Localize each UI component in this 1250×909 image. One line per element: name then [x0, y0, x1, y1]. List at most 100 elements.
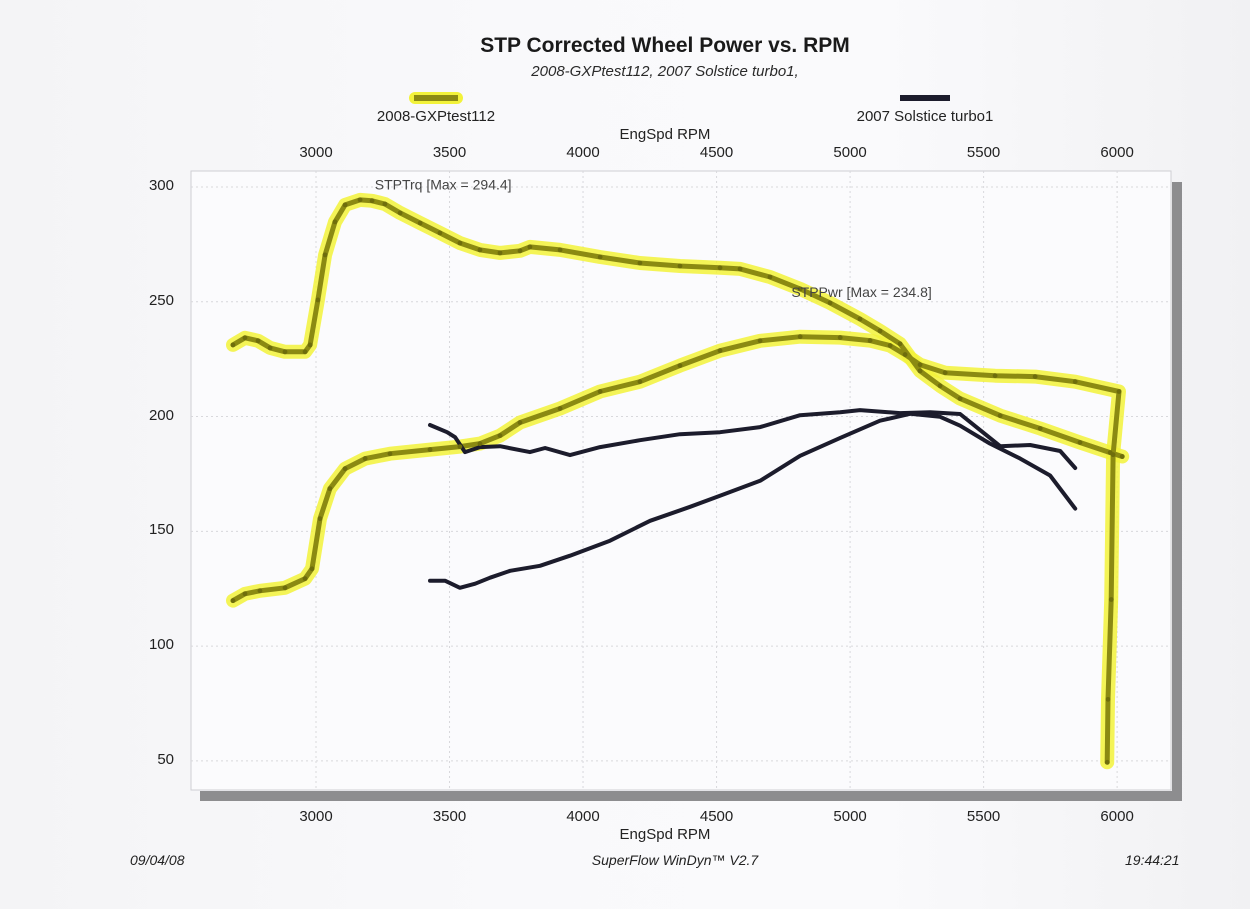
plot-shadow-right — [1172, 182, 1182, 801]
x-tick-label-bottom: 6000 — [1100, 808, 1134, 825]
x-tick-label-top: 6000 — [1100, 144, 1134, 161]
data-point — [302, 349, 308, 355]
y-tick-label: 100 — [148, 636, 174, 654]
x-tick-label-top: 5000 — [833, 144, 867, 161]
data-point — [342, 466, 348, 472]
data-point — [357, 197, 363, 203]
x-tick-label-top: 4500 — [699, 144, 734, 161]
series-line-2007-solstice-turbo1-stptrq — [428, 408, 1078, 470]
data-point — [902, 352, 908, 357]
x-tick-label-bottom: 3500 — [432, 808, 467, 825]
data-point — [837, 335, 843, 340]
data-point — [362, 456, 368, 461]
x-axis-title-bottom: EngSpd RPM — [619, 826, 711, 843]
data-point — [1105, 696, 1111, 702]
x-tick-label-top: 5500 — [966, 144, 1001, 161]
data-point — [677, 363, 683, 368]
x-tick-label-bottom: 5000 — [833, 808, 867, 825]
footer-software: SuperFlow WinDyn™ V2.7 — [591, 852, 759, 868]
chart-title: STP Corrected Wheel Power vs. RPM — [480, 34, 850, 57]
data-point — [917, 362, 923, 368]
legend-item-2007-solstice: 2007 Solstice turbo1 — [825, 90, 1025, 125]
data-point — [427, 447, 433, 453]
data-point — [857, 316, 863, 322]
x-tick-label-bottom: 4000 — [566, 808, 600, 825]
data-point — [1032, 374, 1038, 380]
annotation-label-0: STPTrq [Max = 294.4] — [375, 176, 512, 192]
x-tick-label-bottom: 4500 — [699, 808, 734, 825]
data-point — [437, 230, 443, 236]
data-point — [255, 338, 261, 344]
data-point — [887, 343, 893, 349]
chart-subtitle: 2008-GXPtest112, 2007 Solstice turbo1, — [531, 63, 799, 80]
data-point — [517, 420, 523, 425]
y-tick-label: 300 — [148, 177, 174, 194]
data-point — [717, 265, 723, 271]
data-point — [992, 373, 998, 379]
data-point — [827, 300, 833, 306]
legend-item-2008-gxptest112: 2008-GXPtest112 — [336, 90, 536, 125]
data-point — [517, 248, 523, 254]
data-point — [1108, 597, 1114, 602]
data-point — [917, 368, 923, 374]
data-point — [717, 348, 723, 354]
data-point — [677, 263, 683, 269]
data-point — [797, 334, 803, 340]
data-point — [557, 406, 563, 411]
data-point — [877, 328, 883, 334]
x-tick-label-top: 4000 — [566, 144, 600, 161]
data-point — [282, 585, 288, 591]
x-tick-label-top: 3500 — [432, 144, 467, 161]
data-point — [315, 297, 321, 303]
plot-shadow-bottom — [200, 791, 1182, 801]
footer-time: 19:44:21 — [1125, 852, 1180, 868]
data-point — [1110, 452, 1116, 458]
y-tick-label: 250 — [148, 291, 174, 309]
legend-swatch-black — [900, 95, 950, 101]
data-point — [557, 247, 563, 253]
data-point — [397, 210, 403, 216]
x-tick-label-bottom: 3000 — [299, 808, 333, 825]
data-point — [302, 576, 308, 582]
x-tick-label-top: 3000 — [299, 144, 333, 161]
series-line-2007-solstice-turbo1-stppwr — [428, 411, 1078, 590]
data-point — [267, 345, 273, 351]
data-point — [1104, 759, 1110, 765]
data-point — [767, 274, 773, 280]
data-point — [597, 254, 603, 260]
data-point — [1116, 389, 1122, 394]
data-point — [309, 566, 315, 572]
data-point — [332, 219, 338, 225]
data-point — [527, 244, 533, 250]
data-point — [417, 220, 423, 226]
data-point — [637, 379, 643, 385]
data-point — [1037, 426, 1043, 431]
y-tick-label: 50 — [157, 750, 174, 768]
data-point — [282, 349, 288, 355]
data-point — [1077, 440, 1083, 445]
data-point — [307, 342, 313, 348]
data-point — [342, 202, 348, 208]
y-tick-label: 150 — [148, 521, 174, 539]
data-point — [937, 383, 943, 389]
data-point — [897, 341, 903, 347]
data-point — [477, 441, 483, 447]
data-point — [242, 591, 248, 597]
series-line-2008-gxptest112-stptrq — [230, 197, 1125, 459]
data-point — [242, 335, 248, 341]
data-point — [637, 260, 643, 266]
data-point — [369, 198, 375, 204]
legend-swatch-yellow — [409, 92, 463, 104]
data-point — [942, 370, 948, 376]
x-tick-label-bottom: 5500 — [966, 808, 1001, 825]
data-point — [957, 396, 963, 402]
annotation-label-1: STPPwr [Max = 234.8] — [791, 284, 931, 300]
legend-label: 2007 Solstice turbo1 — [856, 108, 994, 125]
data-point — [497, 250, 503, 256]
data-point — [1119, 454, 1125, 459]
data-point — [1072, 379, 1078, 385]
data-point — [317, 516, 323, 522]
data-point — [497, 433, 503, 439]
data-point — [457, 444, 463, 450]
